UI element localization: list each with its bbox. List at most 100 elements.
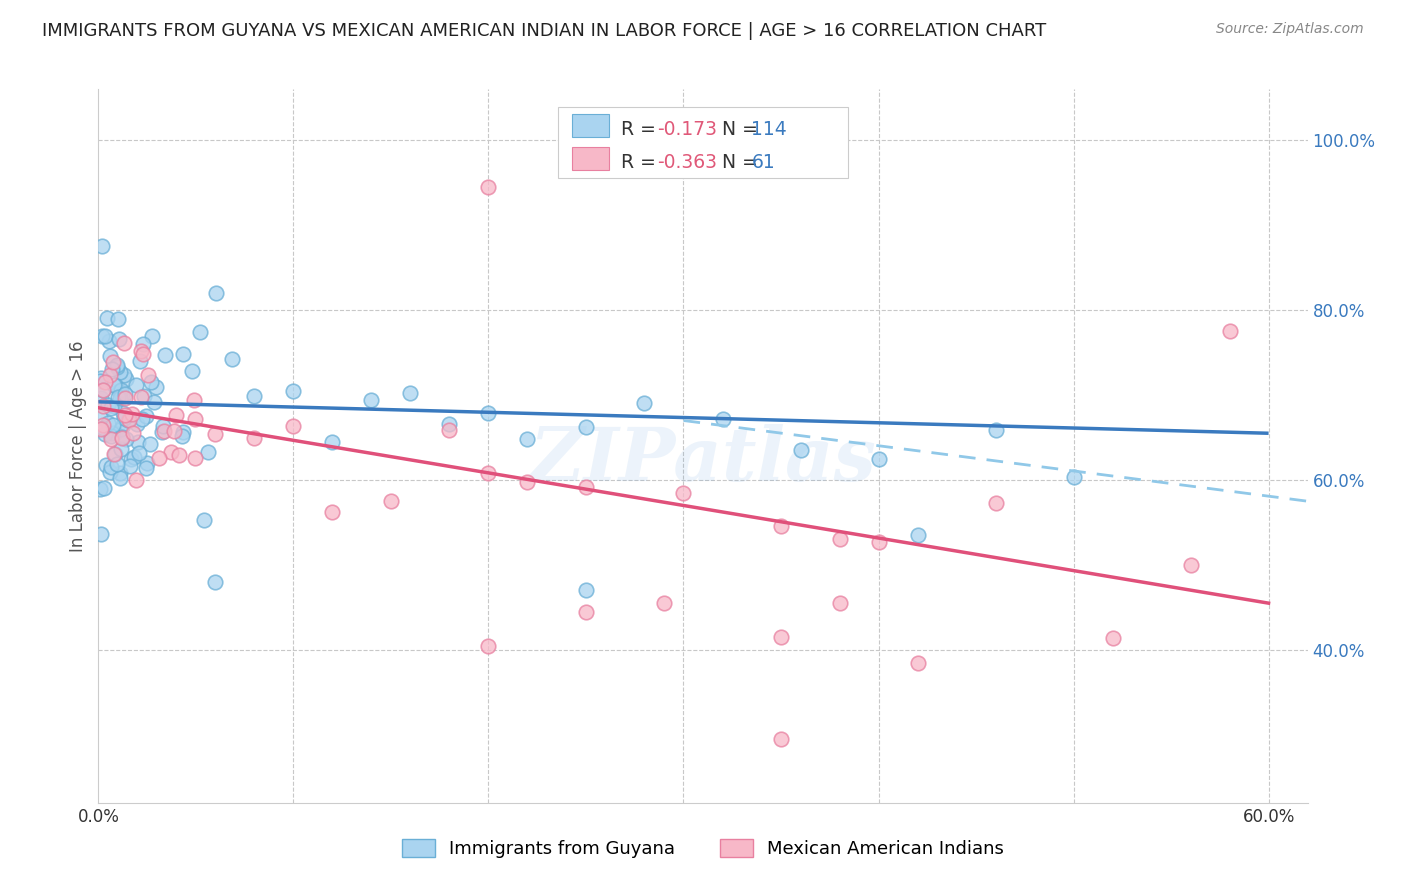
Point: [114, 372, 136, 386]
Point: [97, 398, 120, 412]
Point: [110, 471, 132, 485]
Point: [984, 423, 1007, 437]
Point: [153, 425, 176, 439]
Point: [90, 329, 112, 343]
Point: [91, 239, 114, 253]
Point: [243, 431, 266, 445]
Point: [170, 429, 193, 443]
Point: [105, 458, 128, 472]
Point: [108, 391, 131, 405]
Point: [93, 383, 115, 397]
Point: [98, 334, 121, 348]
Point: [107, 390, 129, 404]
Point: [118, 413, 141, 427]
Point: [136, 456, 159, 470]
Point: [439, 417, 461, 432]
Text: 61: 61: [751, 153, 775, 172]
Point: [104, 426, 127, 441]
Point: [184, 412, 207, 426]
Point: [181, 363, 204, 377]
Point: [98, 368, 121, 383]
Y-axis label: In Labor Force | Age > 16: In Labor Force | Age > 16: [69, 340, 87, 552]
Point: [112, 410, 135, 425]
Point: [172, 425, 194, 439]
Point: [94, 427, 117, 442]
Point: [153, 348, 176, 362]
Point: [243, 388, 266, 402]
Point: [477, 180, 499, 194]
Point: [110, 442, 132, 456]
Point: [127, 435, 149, 450]
Point: [107, 384, 129, 399]
Text: -0.173: -0.173: [657, 120, 717, 139]
Point: [1219, 324, 1241, 338]
Point: [98, 349, 121, 363]
Point: [145, 379, 167, 393]
Point: [101, 362, 124, 376]
Point: [111, 431, 134, 445]
Point: [769, 630, 792, 644]
Point: [193, 513, 215, 527]
Point: [89, 375, 111, 389]
Point: [152, 419, 174, 434]
Point: [100, 425, 122, 440]
Point: [90, 392, 112, 406]
Point: [108, 366, 131, 380]
Point: [188, 325, 211, 339]
Point: [769, 732, 792, 747]
Point: [114, 392, 136, 406]
Point: [160, 445, 183, 459]
Bar: [572, 114, 609, 137]
Point: [575, 420, 598, 434]
Point: [1063, 470, 1085, 484]
Point: [828, 533, 851, 547]
Point: [575, 480, 598, 494]
Text: Source: ZipAtlas.com: Source: ZipAtlas.com: [1216, 22, 1364, 37]
Point: [115, 432, 138, 446]
Point: [907, 656, 929, 670]
Point: [1101, 631, 1123, 645]
Point: [108, 466, 131, 480]
Point: [98, 465, 121, 479]
Point: [127, 417, 149, 431]
Point: [477, 467, 499, 481]
Point: [984, 496, 1007, 510]
Point: [94, 375, 117, 389]
Point: [125, 474, 148, 488]
Point: [139, 375, 162, 389]
Point: [111, 388, 134, 402]
Point: [103, 447, 125, 461]
Point: [633, 396, 655, 410]
Point: [143, 394, 166, 409]
Point: [89, 482, 111, 496]
Point: [163, 425, 186, 439]
Point: [283, 384, 305, 399]
Point: [114, 368, 136, 383]
Point: [122, 425, 145, 440]
Point: [96, 458, 118, 472]
Point: [172, 347, 194, 361]
Point: [101, 355, 124, 369]
Point: [150, 425, 173, 439]
Point: [105, 358, 128, 372]
Text: R =: R =: [621, 120, 662, 139]
Point: [114, 409, 136, 423]
Point: [135, 409, 157, 424]
Point: [96, 311, 118, 326]
Point: [93, 482, 115, 496]
Point: [516, 475, 538, 489]
Point: [104, 447, 127, 461]
Point: [90, 422, 112, 436]
Text: ZIPatlas: ZIPatlas: [530, 424, 876, 497]
Point: [1180, 558, 1202, 572]
Point: [125, 378, 148, 392]
Point: [399, 386, 422, 401]
Point: [205, 286, 228, 301]
Point: [184, 451, 207, 466]
Text: N =: N =: [710, 120, 763, 139]
Point: [183, 392, 205, 407]
Point: [868, 452, 890, 467]
Point: [197, 444, 219, 458]
Point: [91, 399, 114, 413]
Point: [165, 408, 187, 422]
